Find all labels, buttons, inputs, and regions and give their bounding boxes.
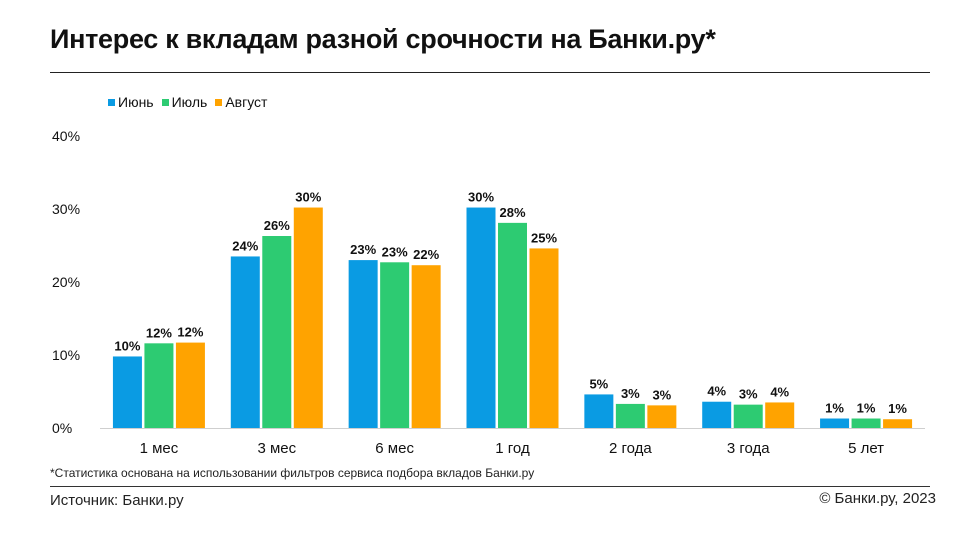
data-label: 22% (413, 247, 439, 262)
data-label: 26% (264, 218, 290, 233)
data-label: 5% (589, 376, 608, 391)
bar (883, 419, 913, 428)
data-label: 10% (114, 338, 140, 353)
legend-label-august: Август (225, 94, 268, 110)
data-label: 1% (888, 401, 907, 416)
legend-swatch-june (108, 98, 115, 106)
data-label: 3% (652, 387, 671, 402)
y-tick-label: 30% (52, 201, 80, 217)
y-tick-label: 0% (52, 420, 72, 436)
bar (615, 403, 645, 428)
bar (820, 418, 850, 428)
data-label: 3% (621, 386, 640, 401)
data-label: 30% (468, 190, 494, 205)
x-tick-label: 3 мес (257, 440, 296, 457)
data-label: 24% (232, 238, 258, 253)
data-label: 1% (825, 401, 844, 416)
legend-item-august: Август (215, 94, 267, 110)
x-tick-label: 2 года (609, 440, 652, 457)
bar (348, 260, 378, 428)
data-label: 23% (382, 244, 408, 259)
legend-item-june: Июнь (108, 94, 154, 110)
data-label: 1% (857, 401, 876, 416)
data-label: 4% (770, 384, 789, 399)
bar (733, 404, 763, 428)
x-tick-label: 5 лет (848, 440, 884, 457)
bar (230, 256, 260, 428)
data-label: 4% (707, 384, 726, 399)
title-divider (50, 72, 930, 73)
y-tick-label: 20% (52, 274, 80, 290)
chart-title: Интерес к вкладам разной срочности на Ба… (50, 24, 716, 54)
y-tick-label: 40% (52, 128, 80, 144)
bar (144, 343, 174, 428)
legend-label-july: Июль (171, 94, 208, 110)
legend-label-june: Июнь (118, 94, 154, 110)
bar (584, 394, 614, 428)
data-label: 23% (350, 242, 376, 257)
footer-divider (50, 486, 930, 487)
data-label: 12% (146, 325, 172, 340)
bar (529, 248, 559, 428)
legend-swatch-august (215, 98, 223, 106)
data-label: 28% (499, 205, 525, 220)
bar (411, 265, 441, 428)
x-tick-label: 3 года (727, 440, 770, 457)
bar (647, 405, 677, 428)
y-tick-label: 10% (52, 347, 80, 363)
copyright-text: © Банки.ру, 2023 (819, 490, 936, 507)
bar (262, 236, 292, 428)
source-text: Источник: Банки.ру (50, 492, 184, 509)
legend-swatch-july (161, 98, 169, 106)
bar (765, 402, 795, 428)
data-label: 25% (531, 230, 557, 245)
data-label: 3% (739, 387, 758, 402)
bar (112, 356, 142, 428)
x-tick-label: 1 год (495, 440, 530, 457)
bar (293, 207, 323, 428)
bar (175, 342, 205, 428)
bar (466, 207, 496, 428)
x-tick-label: 6 мес (375, 440, 414, 457)
legend: Июнь Июль Август (108, 94, 267, 110)
bar (851, 418, 881, 428)
bar (498, 222, 527, 428)
x-tick-label: 1 мес (140, 440, 179, 457)
footnote: *Статистика основана на использовании фи… (50, 466, 535, 480)
bar (702, 401, 732, 428)
data-label: 30% (295, 190, 321, 205)
legend-item-july: Июль (161, 94, 208, 110)
data-label: 12% (177, 325, 203, 340)
bar (380, 262, 410, 428)
